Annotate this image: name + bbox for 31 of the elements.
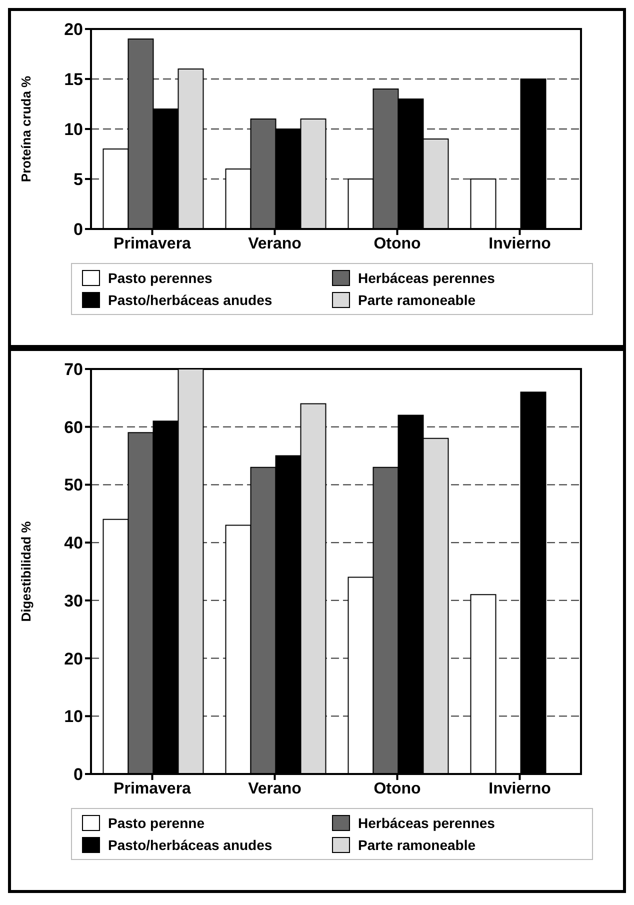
y-tick-label: 15 bbox=[64, 70, 83, 90]
y-axis-title: Proteína cruda % bbox=[18, 75, 34, 182]
y-tick-label: 5 bbox=[74, 170, 83, 190]
x-tick-label: Verano bbox=[248, 780, 302, 798]
legend-label: Parte ramoneable bbox=[358, 292, 476, 308]
y-tick-label: 0 bbox=[74, 765, 83, 784]
legend-label: Pasto/herbáceas anudes bbox=[108, 292, 272, 308]
x-tick-label: Invierno bbox=[488, 235, 552, 252]
x-tick-label: Primavera bbox=[114, 780, 192, 798]
y-tick-label: 30 bbox=[64, 591, 83, 610]
x-tick-label: Otono bbox=[374, 780, 422, 798]
x-tick-label: Otono bbox=[374, 235, 422, 252]
y-tick-label: 60 bbox=[64, 418, 83, 437]
y-tick-label: 50 bbox=[64, 476, 83, 495]
y-tick-label: 0 bbox=[74, 220, 83, 240]
y-tick-label: 10 bbox=[64, 120, 83, 140]
y-axis-title: Digestibilidad % bbox=[18, 520, 34, 622]
legend-label: Herbáceas perennes bbox=[358, 815, 495, 831]
legend-label: Pasto/herbáceas anudes bbox=[108, 837, 272, 853]
y-tick-label: 40 bbox=[64, 534, 83, 553]
legend-label: Pasto perennes bbox=[108, 270, 212, 286]
x-tick-label: Verano bbox=[248, 235, 302, 252]
y-tick-label: 20 bbox=[64, 649, 83, 668]
legend-label: Parte ramoneable bbox=[358, 837, 476, 853]
x-tick-label: Invierno bbox=[488, 780, 552, 798]
y-tick-label: 10 bbox=[64, 707, 83, 726]
y-tick-label: 70 bbox=[64, 360, 83, 380]
y-tick-label: 20 bbox=[64, 20, 83, 40]
legend-label: Pasto perenne bbox=[108, 815, 204, 831]
legend-label: Herbáceas perennes bbox=[358, 270, 495, 286]
x-tick-label: Primavera bbox=[114, 235, 192, 252]
